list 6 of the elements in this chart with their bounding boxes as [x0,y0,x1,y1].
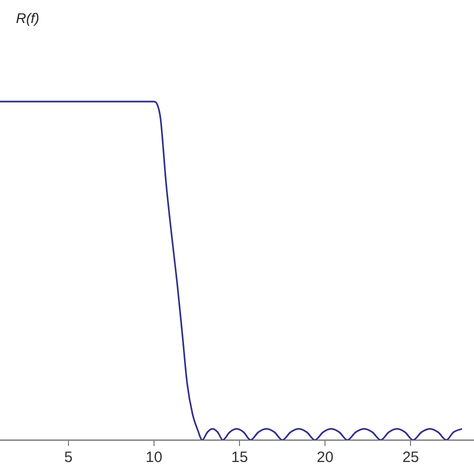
x-tick-label: 20 [316,449,334,466]
x-tick-label: 10 [146,449,162,466]
x-tick-label: 5 [64,449,73,466]
x-tick-label: 25 [402,449,420,466]
text: R(f) [16,10,40,26]
x-tick-label: 15 [231,449,248,466]
